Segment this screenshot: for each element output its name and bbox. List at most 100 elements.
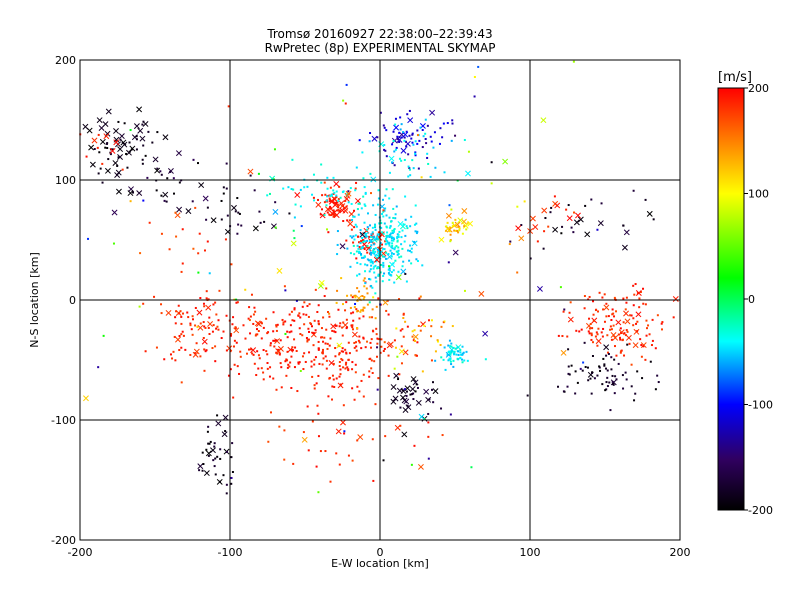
data-point-dot (323, 295, 326, 298)
data-point-dot (129, 129, 132, 132)
data-point-dot (427, 412, 430, 415)
data-point-dot (660, 322, 663, 325)
data-point-cross (113, 127, 119, 134)
data-point-dot (367, 247, 370, 250)
data-point-dot (317, 374, 320, 377)
data-point-dot (380, 338, 383, 341)
data-point-dot (331, 374, 334, 377)
data-point-dot (358, 390, 361, 393)
data-point-dot (401, 229, 404, 232)
data-point-dot (470, 466, 473, 469)
data-point-dot (463, 138, 466, 141)
data-point-dot (371, 262, 374, 265)
data-point-dot (199, 297, 202, 300)
data-point-dot (385, 155, 388, 158)
data-point-cross (115, 169, 122, 176)
data-point-dot (317, 347, 320, 350)
data-point-dot (260, 337, 263, 340)
data-point-cross (340, 419, 346, 426)
data-point-dot (579, 367, 582, 370)
data-point-dot (168, 248, 171, 251)
data-point-dot (330, 214, 333, 217)
data-point-dot (376, 355, 379, 358)
data-point-dot (408, 167, 411, 170)
data-point-dot (224, 430, 227, 433)
data-point-dot (361, 151, 364, 154)
data-point-dot (403, 139, 406, 142)
data-point-cross (378, 141, 385, 148)
data-point-dot (166, 177, 169, 180)
data-point-dot (414, 152, 417, 155)
data-point-dot (370, 240, 373, 243)
data-point-dot (634, 283, 637, 286)
data-point-dot (366, 245, 369, 248)
data-point-dot (362, 306, 365, 309)
data-point-cross (417, 463, 424, 470)
data-point-dot (262, 378, 265, 381)
data-point-cross (418, 413, 425, 420)
data-point-dot (364, 270, 367, 273)
data-point-dot (274, 201, 277, 204)
data-point-cross (162, 134, 169, 141)
data-point-dot (610, 368, 613, 371)
data-point-dot (379, 271, 382, 274)
data-point-dot (411, 330, 414, 333)
data-point-dot (351, 296, 354, 299)
data-point-dot (236, 365, 239, 368)
data-point-dot (206, 430, 209, 433)
data-point-dot (199, 355, 202, 358)
data-point-dot (366, 226, 369, 229)
data-point-dot (214, 301, 217, 304)
data-point-cross (389, 261, 396, 268)
data-point-dot (360, 309, 363, 312)
data-point-dot (317, 412, 320, 415)
data-point-dot (151, 141, 154, 144)
data-point-dot (356, 261, 359, 264)
data-point-dot (305, 336, 308, 339)
data-point-dot (208, 272, 211, 275)
data-point-dot (240, 224, 243, 227)
data-point-dot (85, 155, 88, 158)
data-point-dot (322, 357, 325, 360)
data-point-dot (357, 213, 360, 216)
data-point-dot (612, 324, 615, 327)
data-point-dot (408, 109, 411, 112)
data-point-dot (614, 298, 617, 301)
data-point-dot (633, 293, 636, 296)
data-point-cross (621, 244, 628, 251)
data-point-dot (402, 313, 405, 316)
data-point-dot (342, 220, 345, 223)
data-point-dot (351, 326, 354, 329)
data-point-dot (395, 245, 398, 248)
data-point-dot (206, 240, 209, 243)
data-point-dot (388, 267, 391, 270)
data-point-dot (652, 218, 655, 221)
data-point-dot (312, 173, 315, 176)
data-point-dot (368, 224, 371, 227)
data-point-dot (353, 294, 356, 297)
data-point-dot (619, 350, 622, 353)
data-point-dot (141, 123, 144, 126)
data-point-dot (437, 340, 440, 343)
data-point-dot (348, 219, 351, 222)
data-point-dot (374, 292, 377, 295)
data-point-dot (305, 313, 308, 316)
data-point-dot (385, 225, 388, 228)
data-point-dot (218, 289, 221, 292)
data-point-cross (401, 397, 408, 404)
data-point-dot (313, 319, 316, 322)
data-point-dot (610, 338, 613, 341)
data-point-dot (204, 326, 207, 329)
data-point-dot (625, 296, 628, 299)
data-point-dot (315, 465, 318, 468)
data-point-cross (175, 336, 181, 343)
data-point-dot (153, 295, 156, 298)
data-point-dot (159, 170, 162, 173)
data-point-dot (214, 473, 217, 476)
data-point-dot (380, 263, 383, 266)
data-point-dot (336, 209, 339, 212)
data-point-dot (463, 289, 466, 292)
data-point-dot (370, 244, 373, 247)
data-point-dot (363, 296, 366, 299)
